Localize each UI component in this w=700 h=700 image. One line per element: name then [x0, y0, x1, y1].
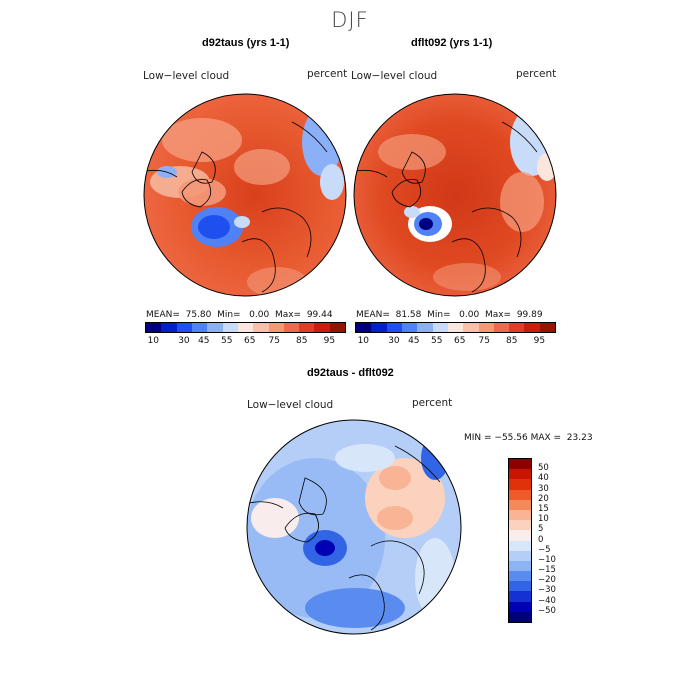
panel-2-colorbar-tick: 10 — [357, 336, 370, 346]
panel-1-colorbar-swatch — [299, 323, 315, 332]
diff-colorbar-tick: −20 — [538, 575, 556, 586]
season-title: DJF — [331, 8, 369, 32]
diff-panel-stats: MIN = −55.56 MAX = 23.23 — [464, 433, 593, 443]
panel-2-colorbar-swatch — [417, 323, 433, 332]
diff-colorbar-swatch — [509, 479, 531, 490]
panel-1-colorbar-tick: 85 — [296, 336, 308, 346]
diff-colorbar-tick: 10 — [538, 514, 549, 525]
panel-1-colorbar-swatch — [237, 323, 254, 332]
diff-colorbar-swatch — [509, 601, 531, 612]
panel-1-polar-map — [143, 93, 347, 297]
panel-2-polar-map — [353, 93, 557, 297]
diff-colorbar-tick: −10 — [538, 554, 556, 565]
panel-2-colorbar-swatch — [447, 323, 464, 332]
diff-colorbar-swatch — [509, 489, 531, 500]
panel-1-colorbar-tick: 75 — [268, 336, 280, 346]
diff-colorbar-tick: 0 — [538, 534, 544, 545]
panel-1-colorbar-swatch — [283, 323, 300, 332]
panel-2-colorbar — [355, 322, 556, 333]
diff-colorbar-swatch — [509, 571, 531, 582]
diff-colorbar-swatch — [509, 520, 531, 531]
diff-colorbar-tick: 5 — [538, 524, 544, 535]
panel-1-colorbar-swatch — [329, 323, 346, 332]
panel-1-colorbar-swatch — [314, 323, 330, 332]
diff-colorbar-tick: 15 — [538, 503, 549, 514]
panel-2-colorbar-swatch — [401, 323, 418, 332]
panel-2-colorbar-tick: 45 — [408, 336, 420, 346]
panel-1-colorbar-swatch — [268, 323, 284, 332]
diff-colorbar-tick: 20 — [538, 493, 549, 504]
panel-2-colorbar-tick: 55 — [431, 336, 443, 346]
panel-1-field-label: Low−level cloud — [143, 70, 230, 82]
panel-1-colorbar-swatch — [191, 323, 208, 332]
diff-colorbar-labels: 50 40 30 20 15 10 5 0 −5 −10 −15 −20 −30 −40 −50 — [538, 458, 568, 621]
panel-2-colorbar-swatch — [386, 323, 402, 332]
diff-panel-units-label: percent — [412, 397, 453, 409]
diff-panel-field-label: Low−level cloud — [247, 399, 334, 411]
panel-2-units-label: percent — [516, 68, 557, 80]
panel-1-colorbar-swatch — [176, 323, 192, 332]
panel-1-colorbar-swatch — [222, 323, 238, 332]
diff-panel-title: d92taus - dflt092 — [307, 367, 394, 379]
diff-colorbar-swatch — [509, 591, 531, 602]
panel-2-colorbar-swatch — [371, 323, 387, 332]
diff-colorbar-swatch — [509, 509, 531, 521]
panel-1-colorbar-tick: 30 — [178, 336, 190, 346]
panel-2-colorbar-tick: 75 — [478, 336, 490, 346]
panel-1-units-label: percent — [307, 68, 348, 80]
diff-colorbar-swatch — [509, 540, 531, 551]
diff-colorbar-swatch — [509, 560, 531, 572]
diff-colorbar-tick: 30 — [538, 483, 549, 494]
panel-1-colorbar-swatch — [253, 323, 269, 332]
panel-2-colorbar-tick: 85 — [506, 336, 518, 346]
diff-colorbar-tick: −15 — [538, 565, 556, 576]
diff-colorbar-swatch — [509, 581, 531, 592]
diff-colorbar-swatch — [509, 530, 531, 541]
diff-colorbar-tick: 40 — [538, 473, 549, 484]
panel-1-colorbar-tick: 10 — [147, 336, 160, 346]
diff-colorbar-swatch — [509, 550, 531, 561]
panel-2-colorbar-swatch — [493, 323, 510, 332]
diff-colorbar — [508, 458, 532, 623]
panel-2-title: dflt092 (yrs 1-1) — [411, 37, 493, 49]
panel-1-colorbar-labels: 10 30 45 55 65 75 85 95 — [145, 336, 344, 348]
panel-2-colorbar-swatch — [356, 323, 372, 332]
panel-1-colorbar-swatch — [207, 323, 223, 332]
diff-colorbar-tick: −30 — [538, 585, 556, 596]
panel-1-stats: MEAN= 75.80 Min= 0.00 Max= 99.44 — [146, 310, 333, 320]
panel-2-colorbar-labels: 10 30 45 55 65 75 85 95 — [355, 336, 554, 348]
panel-1-colorbar-swatch — [161, 323, 177, 332]
panel-2-stats: MEAN= 81.58 Min= 0.00 Max= 99.89 — [356, 310, 543, 320]
panel-2-colorbar-swatch — [432, 323, 448, 332]
panel-1-title: d92taus (yrs 1-1) — [202, 37, 290, 49]
diff-colorbar-swatch — [509, 611, 531, 622]
panel-2-colorbar-tick: 95 — [533, 336, 546, 346]
panel-1-colorbar-tick: 55 — [221, 336, 233, 346]
diff-colorbar-tick: −40 — [538, 595, 556, 606]
panel-1-colorbar — [145, 322, 346, 333]
panel-2-colorbar-swatch — [463, 323, 479, 332]
panel-2-colorbar-swatch — [539, 323, 556, 332]
panel-1-colorbar-swatch — [146, 323, 162, 332]
diff-panel-polar-map — [246, 419, 462, 635]
diff-colorbar-tick: 50 — [538, 463, 549, 474]
panel-2-colorbar-swatch — [478, 323, 494, 332]
panel-2-colorbar-tick: 30 — [388, 336, 400, 346]
panel-2-field-label: Low−level cloud — [351, 70, 438, 82]
panel-2-colorbar-tick: 65 — [454, 336, 466, 346]
diff-colorbar-swatch — [509, 459, 531, 470]
diff-colorbar-swatch — [509, 499, 531, 510]
panel-1-colorbar-tick: 95 — [323, 336, 336, 346]
diff-colorbar-tick: −5 — [538, 544, 551, 555]
panel-1-colorbar-tick: 65 — [244, 336, 256, 346]
panel-1-colorbar-tick: 45 — [198, 336, 210, 346]
diff-colorbar-tick: −50 — [538, 605, 556, 616]
panel-2-colorbar-swatch — [524, 323, 540, 332]
diff-colorbar-swatch — [509, 469, 531, 480]
panel-2-colorbar-swatch — [509, 323, 525, 332]
